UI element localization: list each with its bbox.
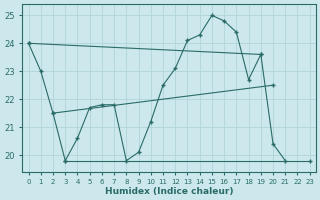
X-axis label: Humidex (Indice chaleur): Humidex (Indice chaleur) [105,187,233,196]
